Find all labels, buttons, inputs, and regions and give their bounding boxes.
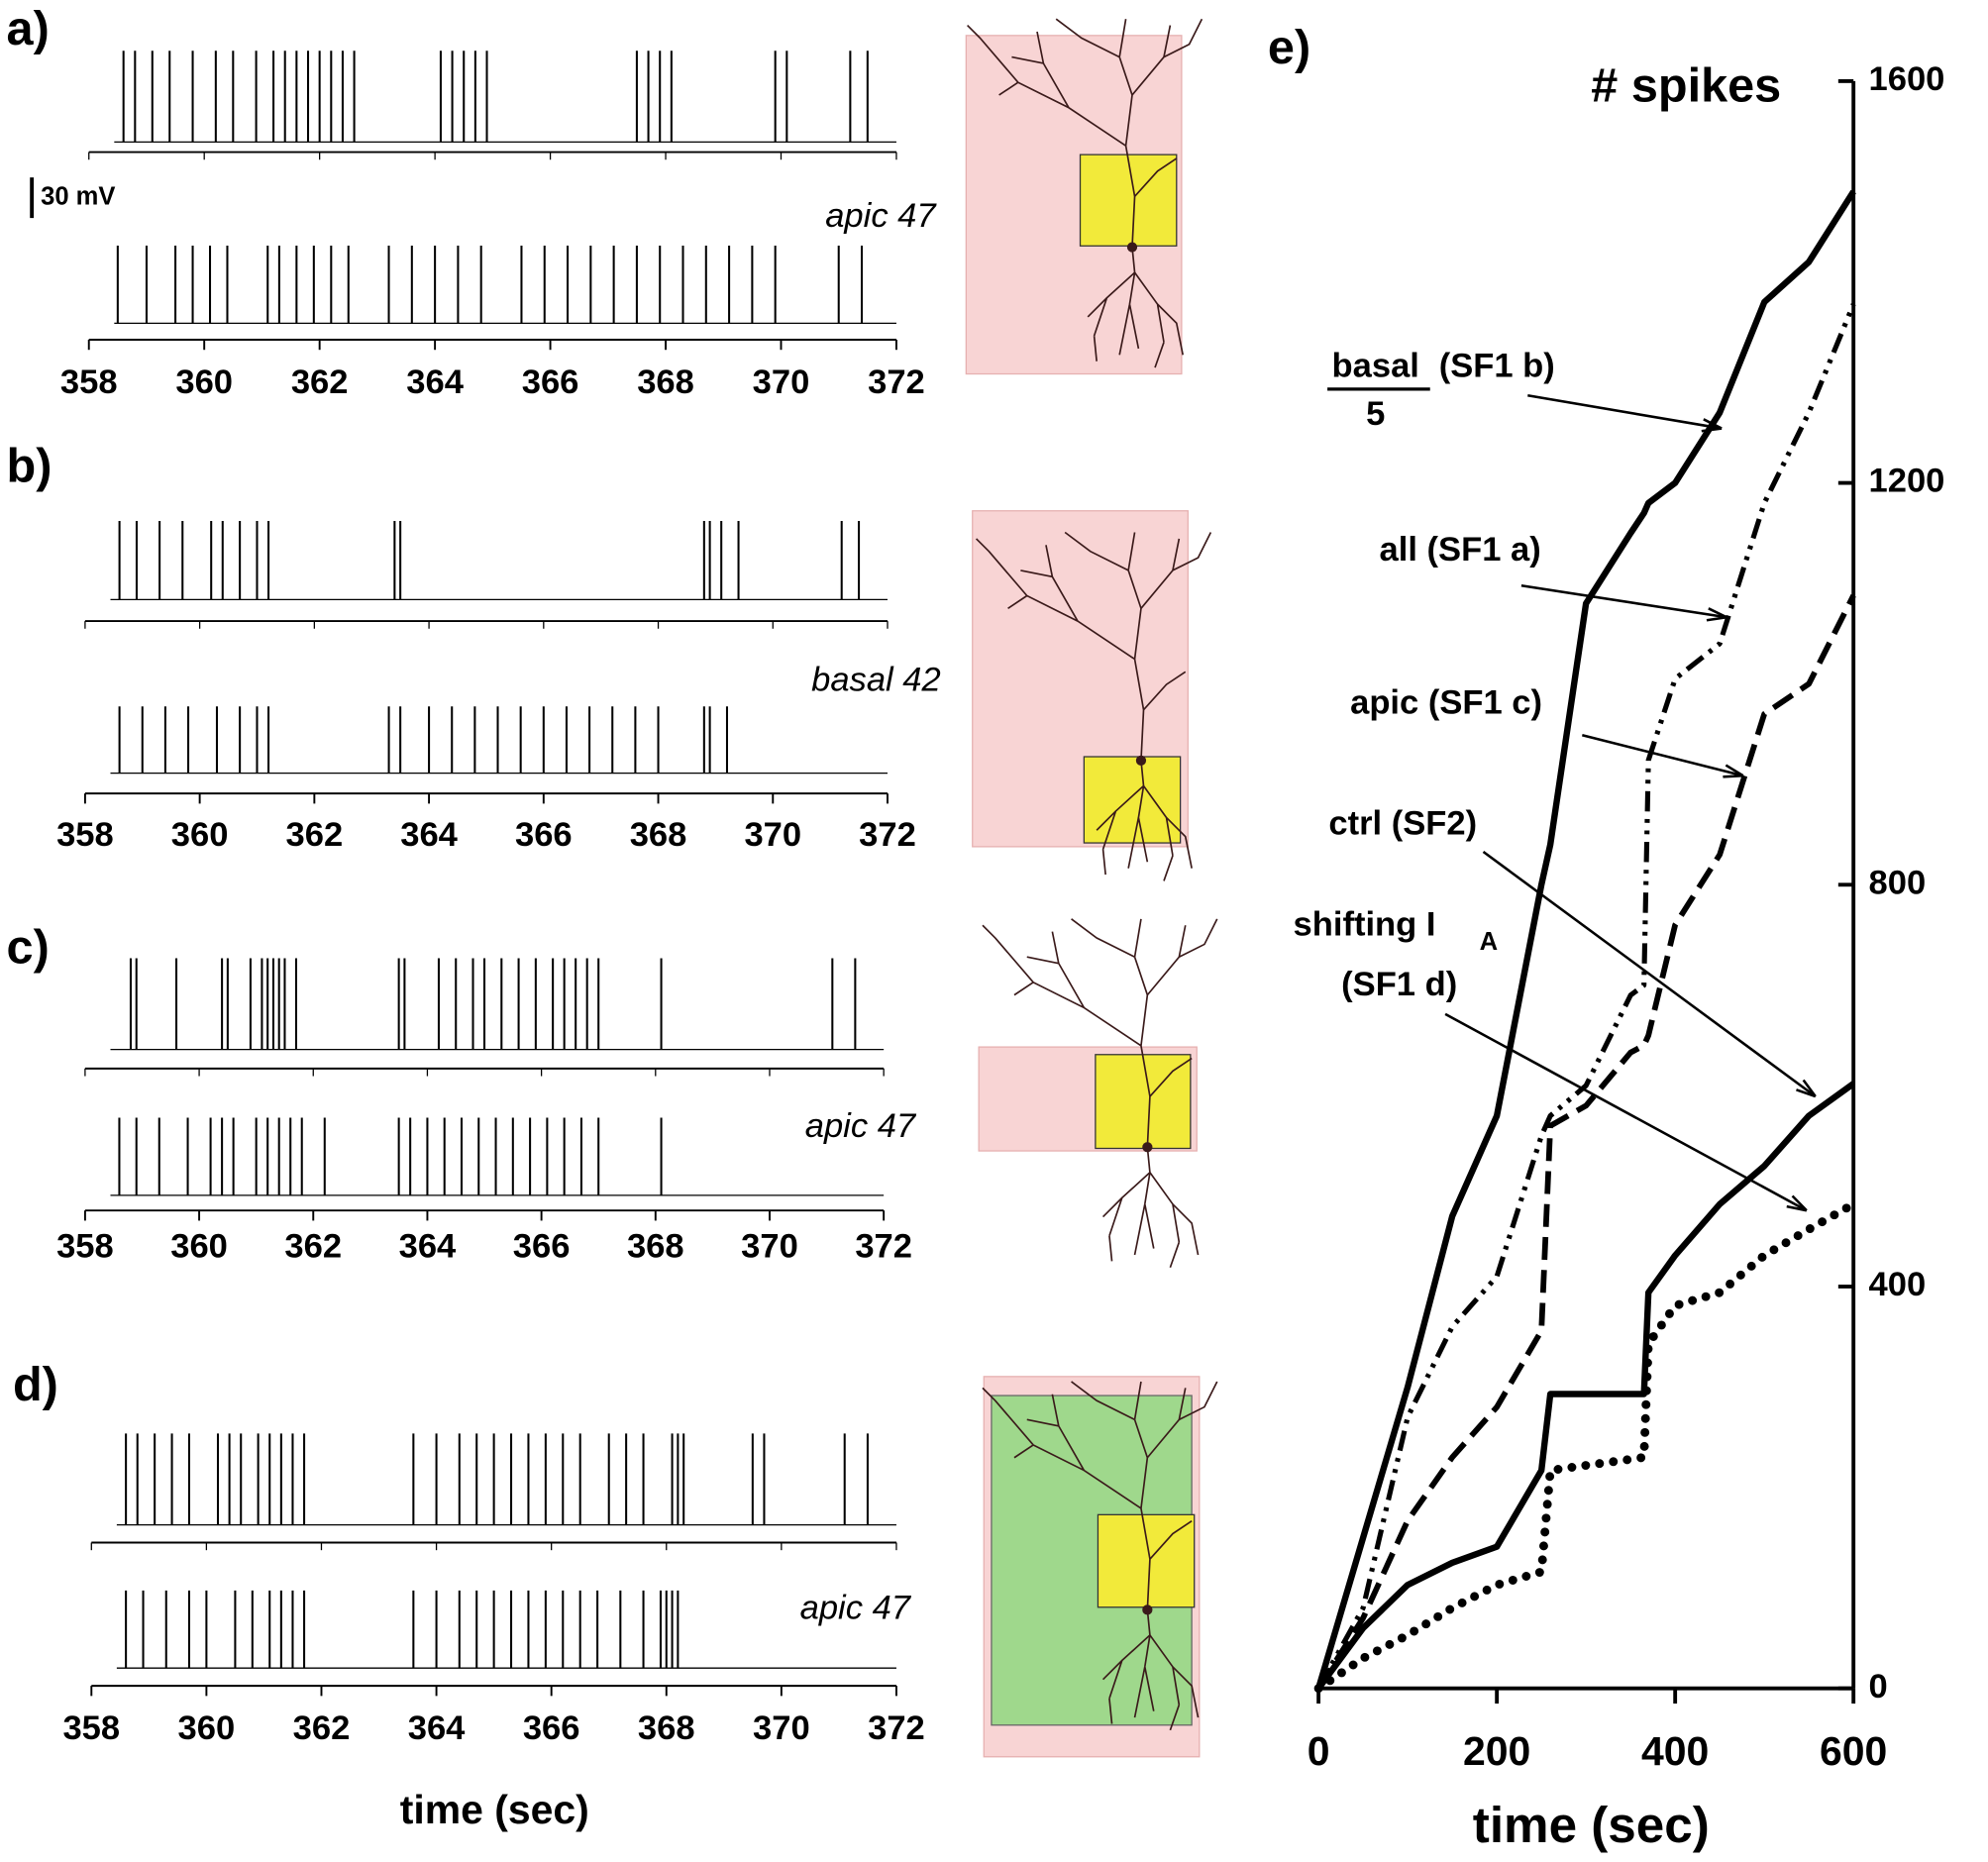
x-tick-label: 364 [406, 363, 464, 401]
x-tick-label: 358 [56, 816, 114, 854]
x-tick-label: 362 [293, 1709, 351, 1747]
arrow [1582, 734, 1744, 777]
x-tick-label: 368 [627, 1228, 684, 1266]
x-tick-label: 362 [284, 1228, 342, 1266]
x-tick-label: 358 [56, 1228, 114, 1266]
scale-label: 30 mV [41, 182, 115, 210]
series-line [1315, 1081, 1856, 1691]
legend-label: (SF1 b) [1439, 347, 1555, 384]
x-tick-label: 366 [515, 816, 573, 854]
panel-label: e) [1268, 21, 1310, 74]
neuron-icon-a [965, 18, 1203, 375]
arrow [1482, 850, 1817, 1098]
arrow-head [1706, 607, 1727, 622]
panel-label: c) [7, 921, 50, 975]
y-tick-label: 800 [1869, 864, 1927, 901]
legend-label: apic (SF1 c) [1350, 684, 1542, 722]
legend-label: 5 [1366, 395, 1385, 433]
x-tick-label: 364 [399, 1228, 457, 1266]
x-tick-label: 600 [1820, 1728, 1887, 1774]
x-tick-label: 360 [175, 363, 233, 401]
arrow [1527, 394, 1723, 430]
x-tick-label: 364 [408, 1709, 466, 1747]
x-tick-label: 370 [744, 816, 801, 854]
x-tick-label: 358 [60, 363, 118, 401]
panel-label: a) [7, 2, 50, 55]
panel-label: d) [13, 1358, 58, 1411]
neuron-icon-b [972, 510, 1212, 882]
x-tick-label: 372 [859, 816, 916, 854]
x-axis-label: time (sec) [400, 1787, 589, 1832]
x-tick-label: 360 [171, 816, 229, 854]
arrow-head [1786, 1194, 1808, 1212]
x-tick-label: 370 [741, 1228, 798, 1266]
trace-annotation: apic 47 [805, 1107, 917, 1145]
x-tick-label: 366 [522, 363, 579, 401]
panel-label: b) [7, 439, 52, 492]
legend-label: A [1480, 928, 1498, 956]
legend-label: (SF1 d) [1341, 966, 1457, 1003]
x-tick-label: 368 [638, 1709, 695, 1747]
y-tick-label: 1600 [1869, 60, 1945, 98]
legend-label: shifting I [1294, 906, 1436, 944]
neuron-icon-c [978, 918, 1218, 1269]
trace-annotation: basal 42 [811, 662, 941, 699]
x-tick-label: 360 [178, 1709, 236, 1747]
x-tick-label: 362 [286, 816, 344, 854]
x-tick-label: 366 [523, 1709, 580, 1747]
y-axis-label: # spikes [1591, 58, 1781, 112]
arrow-head [1796, 1079, 1817, 1098]
x-tick-label: 372 [868, 363, 925, 401]
neuron-icon-d [982, 1376, 1218, 1758]
x-tick-label: 368 [630, 816, 687, 854]
x-tick-label: 372 [855, 1228, 912, 1266]
x-tick-label: 370 [753, 363, 810, 401]
series-line [1315, 593, 1856, 1691]
trace-annotation: apic 47 [825, 197, 937, 235]
x-tick-label: 366 [513, 1228, 571, 1266]
y-tick-label: 400 [1869, 1266, 1927, 1303]
series-line [1315, 189, 1856, 1690]
x-tick-label: 200 [1463, 1728, 1530, 1774]
series-line [1313, 1199, 1858, 1694]
legend-label: all (SF1 a) [1380, 531, 1541, 569]
y-tick-label: 1200 [1869, 463, 1945, 500]
x-tick-label: 368 [637, 363, 694, 401]
x-tick-label: 400 [1641, 1728, 1709, 1774]
arrow-head [1701, 418, 1723, 433]
y-tick-label: 0 [1869, 1668, 1888, 1706]
x-tick-label: 360 [170, 1228, 228, 1266]
arrow [1444, 1012, 1808, 1212]
trace-annotation: apic 47 [800, 1589, 912, 1626]
x-tick-label: 370 [753, 1709, 810, 1747]
legend-label: basal [1332, 347, 1419, 384]
x-tick-label: 0 [1308, 1728, 1330, 1774]
x-tick-label: 364 [400, 816, 458, 854]
x-axis-label: time (sec) [1473, 1797, 1710, 1853]
x-tick-label: 358 [62, 1709, 120, 1747]
legend-label: ctrl (SF2) [1328, 804, 1477, 842]
arrow-head [1723, 764, 1744, 778]
x-tick-label: 372 [868, 1709, 925, 1747]
x-tick-label: 362 [291, 363, 349, 401]
arrow [1520, 583, 1727, 619]
series-line [1315, 303, 1856, 1690]
